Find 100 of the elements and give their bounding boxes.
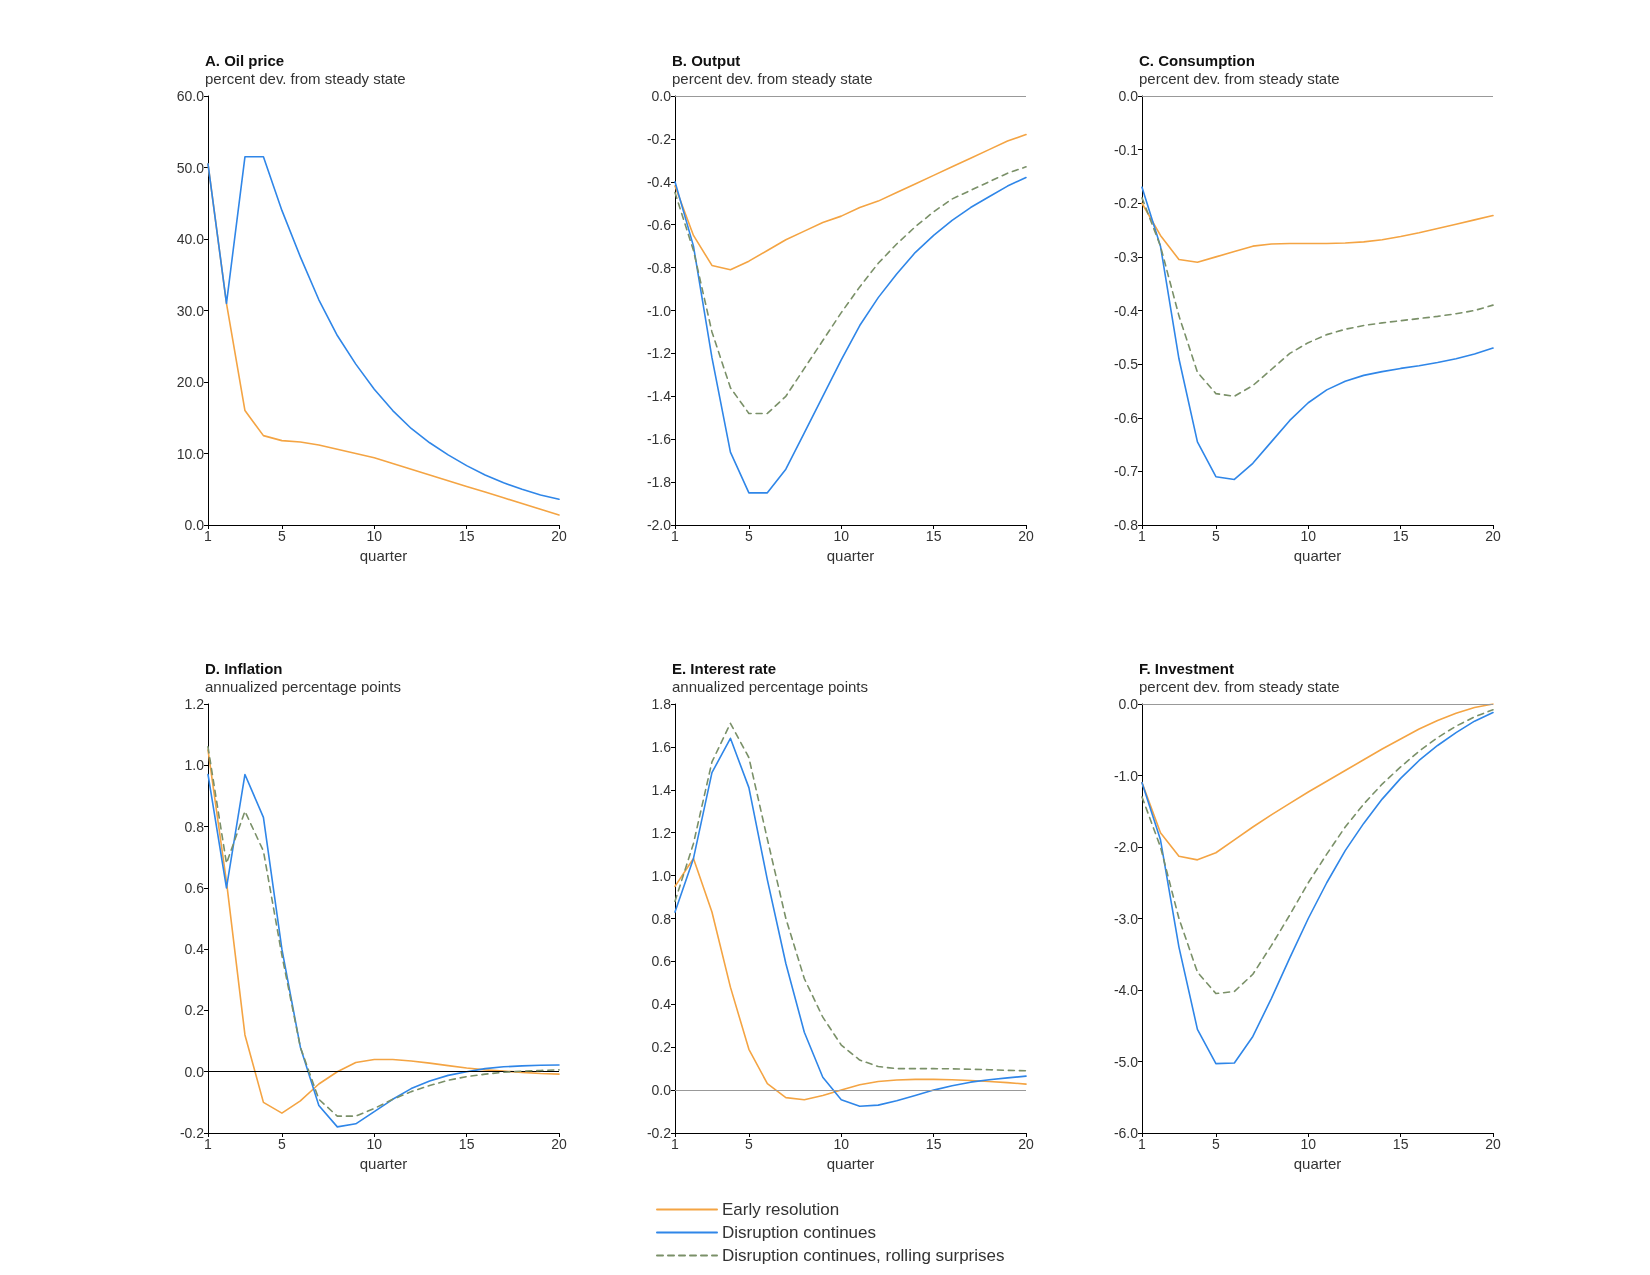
y-tick-label: -0.2 (1113, 195, 1139, 212)
y-tick-label: -0.2 (646, 1125, 672, 1141)
y-tick-label: 10.0 (176, 445, 205, 462)
x-tick-label: 20 (551, 528, 567, 544)
y-tick-label: 0.0 (1118, 696, 1139, 712)
x-tick-label: 15 (1392, 528, 1409, 544)
chart-subtitle: percent dev. from steady state (1139, 678, 1340, 695)
y-tick-label: 0.4 (651, 996, 672, 1013)
x-tick-label: 5 (745, 1136, 753, 1152)
y-tick-label: 1.0 (651, 867, 672, 884)
y-tick-label: 0.0 (651, 88, 672, 104)
y-tick-label: -0.2 (646, 130, 672, 147)
legend-label: Disruption continues, rolling surprises (722, 1246, 1005, 1265)
y-tick-label: 0.6 (184, 879, 205, 896)
x-tick-label: 1 (671, 528, 680, 544)
y-tick-label: 20.0 (176, 374, 205, 390)
y-tick-label: 1.2 (184, 696, 205, 712)
y-tick-label: 60.0 (176, 88, 205, 104)
y-tick-label: -5.0 (1113, 1053, 1139, 1070)
x-tick-label: 10 (366, 528, 383, 544)
x-tick-label: 10 (833, 528, 850, 544)
x-tick-label: 20 (1485, 1136, 1501, 1152)
y-tick-label: 1.0 (184, 757, 205, 774)
chart-subtitle: percent dev. from steady state (672, 70, 873, 87)
y-tick-label: 1.8 (651, 696, 672, 712)
y-tick-label: -0.5 (1113, 356, 1139, 373)
y-tick-label: -1.8 (646, 474, 672, 491)
x-axis-title: quarter (359, 546, 408, 564)
chart-subtitle: annualized percentage points (672, 678, 868, 695)
x-tick-label: 15 (925, 1136, 942, 1152)
x-axis-title: quarter (826, 1154, 875, 1172)
y-tick-label: -0.7 (1113, 463, 1139, 480)
y-tick-label: 1.6 (651, 738, 672, 755)
x-tick-label: 1 (671, 1136, 680, 1152)
y-tick-label: 0.0 (651, 1082, 672, 1099)
y-tick-label: 1.4 (651, 781, 672, 798)
y-tick-label: 0.0 (184, 1063, 205, 1080)
y-tick-label: -1.4 (646, 388, 672, 405)
y-tick-label: -2.0 (1113, 839, 1139, 855)
x-tick-label: 15 (925, 528, 942, 544)
x-tick-label: 5 (278, 1136, 286, 1152)
x-axis-title: quarter (826, 546, 875, 564)
y-tick-label: -0.8 (1113, 517, 1139, 533)
x-axis-title: quarter (359, 1154, 408, 1172)
y-tick-label: 1.2 (651, 824, 672, 841)
y-tick-label: -6.0 (1113, 1125, 1139, 1141)
x-tick-label: 15 (458, 1136, 475, 1152)
x-tick-label: 15 (458, 528, 475, 544)
x-tick-label: 5 (745, 528, 753, 544)
x-tick-label: 10 (366, 1136, 383, 1152)
y-tick-label: -0.3 (1113, 248, 1139, 265)
chart-title: B. Output (672, 52, 741, 69)
y-tick-label: -1.0 (1113, 767, 1139, 784)
y-tick-label: -1.0 (646, 302, 672, 319)
x-tick-label: 10 (1300, 1136, 1317, 1152)
y-tick-label: 0.0 (184, 517, 205, 533)
chart-title: E. Interest rate (672, 660, 777, 677)
x-tick-label: 5 (278, 528, 286, 544)
y-tick-label: 0.2 (184, 1002, 205, 1019)
y-tick-label: -1.6 (646, 431, 672, 448)
y-tick-label: 0.6 (651, 953, 672, 970)
y-tick-label: -0.2 (179, 1125, 205, 1141)
y-tick-label: -0.4 (646, 173, 672, 190)
x-axis-title: quarter (1293, 546, 1342, 564)
y-tick-label: -1.2 (646, 345, 672, 362)
y-tick-label: 50.0 (176, 159, 205, 176)
x-tick-label: 1 (1138, 528, 1147, 544)
chart-title: A. Oil price (205, 52, 285, 69)
y-tick-label: -2.0 (646, 517, 672, 533)
chart-subtitle: annualized percentage points (205, 678, 401, 695)
y-tick-label: 30.0 (176, 302, 205, 319)
x-tick-label: 5 (1212, 1136, 1220, 1152)
y-tick-label: -0.8 (646, 259, 672, 276)
y-tick-label: -0.6 (646, 216, 672, 233)
x-tick-label: 1 (1138, 1136, 1147, 1152)
y-tick-label: 0.4 (184, 941, 205, 958)
x-tick-label: 20 (551, 1136, 567, 1152)
legend-label: Disruption continues (722, 1223, 877, 1242)
x-axis-title: quarter (1293, 1154, 1342, 1172)
y-tick-label: -0.6 (1113, 409, 1139, 426)
chart-title: D. Inflation (205, 660, 283, 677)
y-tick-label: 0.2 (651, 1039, 672, 1056)
y-tick-label: -3.0 (1113, 910, 1139, 927)
x-tick-label: 1 (204, 528, 213, 544)
x-tick-label: 20 (1485, 528, 1501, 544)
x-tick-label: 10 (1300, 528, 1317, 544)
y-tick-label: 0.8 (651, 910, 672, 927)
y-tick-label: 40.0 (176, 231, 205, 247)
chart-title: F. Investment (1139, 660, 1235, 677)
y-tick-label: -4.0 (1113, 982, 1139, 998)
chart-subtitle: percent dev. from steady state (1139, 70, 1340, 87)
chart-subtitle: percent dev. from steady state (205, 70, 406, 87)
legend-label: Early resolution (722, 1200, 840, 1219)
y-tick-label: 0.0 (1118, 88, 1139, 104)
x-tick-label: 20 (1018, 1136, 1034, 1152)
x-tick-label: 20 (1018, 528, 1034, 544)
y-tick-label: 0.8 (184, 818, 205, 835)
x-tick-label: 1 (204, 1136, 213, 1152)
y-tick-label: -0.1 (1113, 141, 1139, 158)
chart-title: C. Consumption (1139, 52, 1255, 69)
